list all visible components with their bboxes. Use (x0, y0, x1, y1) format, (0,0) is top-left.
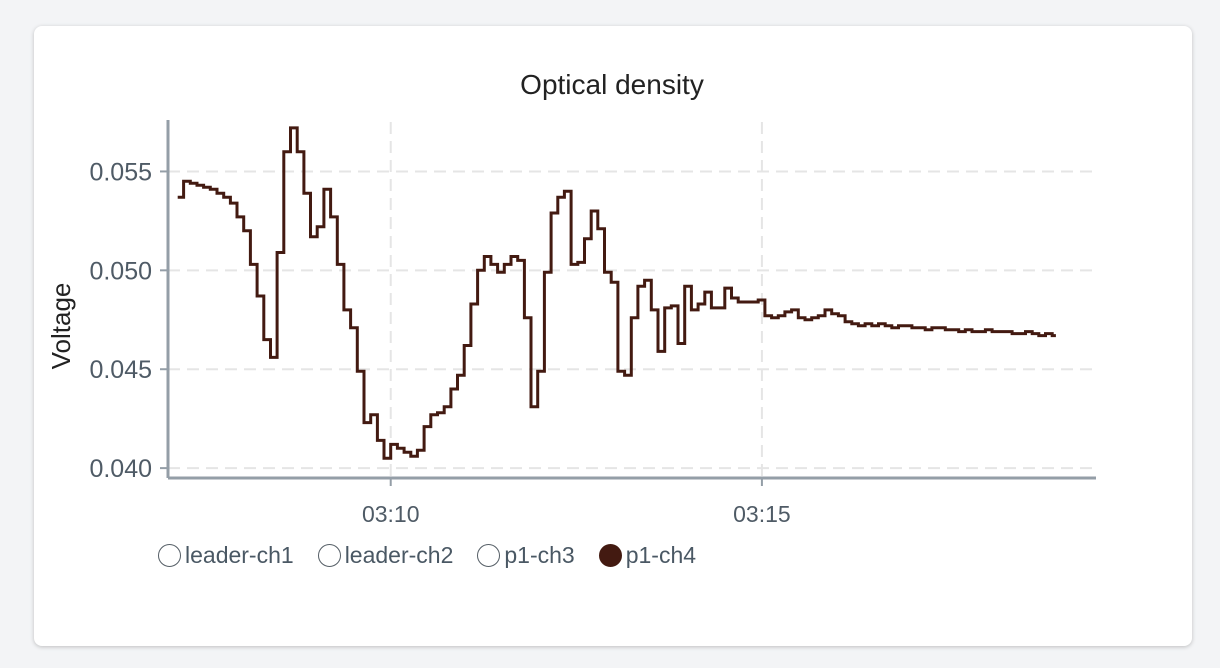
grid (168, 122, 1096, 478)
series-layer (177, 126, 1056, 460)
legend: leader-ch1 leader-ch2 p1-ch3 p1-ch4 (158, 542, 720, 569)
chart-card: Optical density Voltage 0.040 0.045 0.050 0… (34, 26, 1192, 646)
y-tick-label: 0.050 (89, 257, 152, 285)
legend-toggle-icon[interactable] (317, 544, 341, 567)
legend-label: p1-ch3 (504, 542, 575, 568)
axes (160, 120, 1096, 486)
legend-toggle-icon[interactable] (477, 544, 501, 567)
x-tick-label: 03:10 (362, 501, 420, 526)
legend-toggle-icon[interactable] (158, 544, 181, 567)
y-tick-label: 0.045 (89, 356, 152, 384)
y-axis-label: Voltage (46, 283, 76, 370)
legend-item-p1-ch3[interactable]: p1-ch3 (477, 542, 575, 569)
y-tick-label: 0.040 (89, 455, 152, 483)
legend-label: leader-ch2 (344, 542, 454, 568)
optical-density-chart: Optical density Voltage 0.0400.0450.0500… (46, 69, 1096, 526)
legend-toggle-icon[interactable] (598, 544, 622, 567)
chart-title: Optical density (520, 69, 704, 100)
tick-labels: 0.040 0.045 0.050 0.055 03:10 03:15 (89, 158, 790, 526)
y-tick-label: 0.055 (89, 158, 152, 186)
legend-item-leader-ch1[interactable]: leader-ch1 (158, 542, 294, 569)
legend-item-p1-ch4[interactable]: p1-ch4 (598, 542, 697, 569)
legend-label: p1-ch4 (625, 542, 697, 568)
legend-item-leader-ch2[interactable]: leader-ch2 (317, 542, 454, 569)
x-tick-label: 03:15 (733, 501, 791, 526)
legend-label: leader-ch1 (185, 542, 294, 568)
series-line-p1-ch4[interactable] (177, 126, 1056, 460)
